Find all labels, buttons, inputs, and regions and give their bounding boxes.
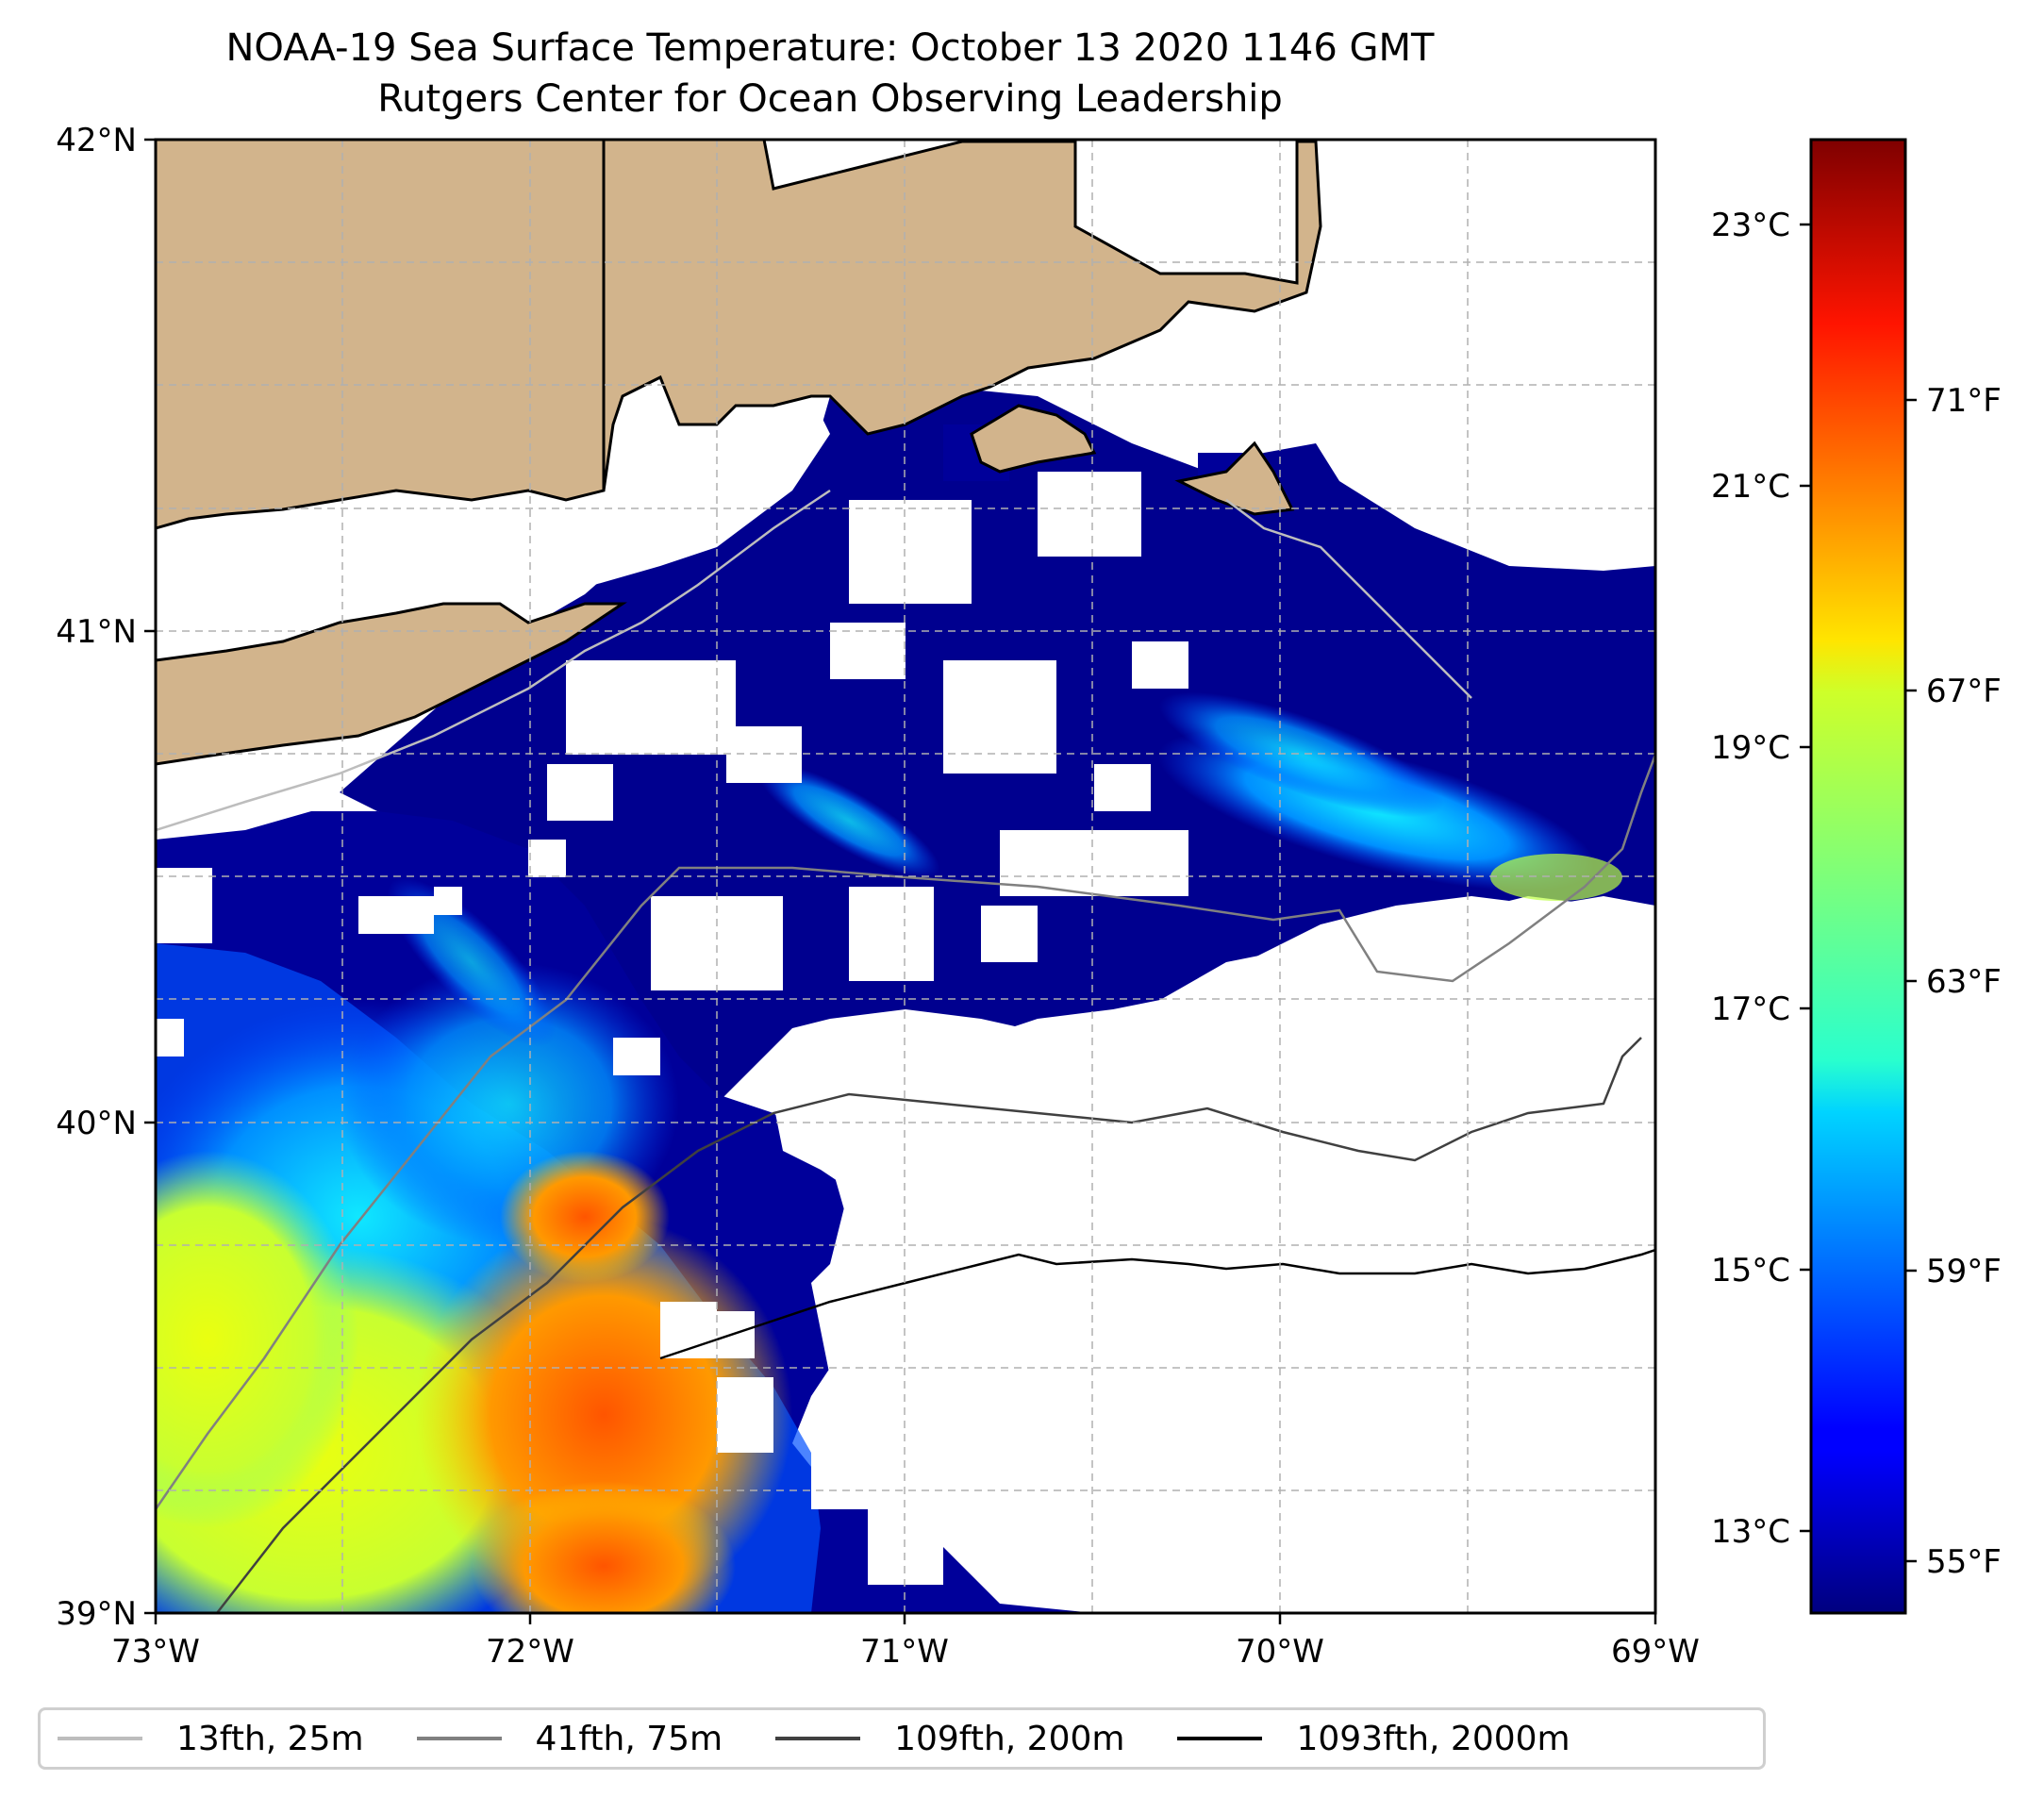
isobath-200m <box>216 1037 1642 1613</box>
lon-labels: 73°W 72°W 71°W 70°W 69°W <box>111 1633 1700 1671</box>
lon-tick-label: 70°W <box>1236 1633 1324 1671</box>
legend-label: 13fth, 25m <box>176 1719 364 1758</box>
isobaths <box>156 489 1655 1613</box>
celsius-tick-label: 21°C <box>1711 468 1790 506</box>
fahrenheit-tick-label: 55°F <box>1926 1543 2002 1581</box>
legend-item: 13fth, 25m <box>58 1720 364 1758</box>
isobath-25m <box>156 489 1472 832</box>
lat-tick-label: 40°N <box>56 1105 137 1142</box>
lon-tick-label: 73°W <box>111 1633 200 1671</box>
map-area <box>156 140 1655 1613</box>
isobath-75m <box>156 754 1655 1510</box>
lon-tick-label: 71°W <box>860 1633 949 1671</box>
legend-label: 1093fth, 2000m <box>1296 1719 1570 1758</box>
figure-title: NOAA-19 Sea Surface Temperature: October… <box>225 26 1435 70</box>
lat-tick-label: 42°N <box>56 122 137 159</box>
celsius-tick-label: 17°C <box>1711 990 1790 1028</box>
colorbar-gradient <box>1809 138 1907 1615</box>
celsius-tick-label: 13°C <box>1711 1513 1790 1551</box>
lon-tick-label: 69°W <box>1611 1633 1700 1671</box>
colorbar: 23°C 21°C 19°C 17°C 15°C 13°C 71°F 67°F … <box>1711 138 2002 1615</box>
legend-swatch <box>775 1737 861 1740</box>
legend-item: 41fth, 75m <box>416 1719 723 1758</box>
legend-swatch <box>58 1737 142 1740</box>
fahrenheit-tick-label: 71°F <box>1926 382 2002 420</box>
sst-raster <box>156 387 1655 1613</box>
lat-tick-label: 41°N <box>56 613 137 651</box>
celsius-tick-label: 19°C <box>1711 729 1790 767</box>
axis-ticks <box>144 138 1657 1624</box>
fahrenheit-tick-label: 67°F <box>1926 673 2002 710</box>
lon-tick-label: 72°W <box>486 1633 574 1671</box>
legend-label: 109fth, 200m <box>894 1719 1125 1758</box>
lat-tick-label: 39°N <box>56 1595 137 1633</box>
fahrenheit-tick-label: 59°F <box>1926 1253 2002 1290</box>
isobath-2000m <box>659 1248 1655 1360</box>
land <box>156 140 1322 766</box>
fahrenheit-tick-label: 63°F <box>1926 963 2002 1001</box>
legend-swatch <box>1177 1737 1263 1740</box>
legend-item: 109fth, 200m <box>775 1720 1124 1758</box>
legend-item: 1093fth, 2000m <box>1177 1720 1570 1758</box>
legend-label: 41fth, 75m <box>535 1719 723 1758</box>
celsius-tick-label: 15°C <box>1711 1252 1790 1290</box>
isobath-legend: 13fth, 25m 41fth, 75m 109fth, 200m 1093f… <box>38 1707 1766 1770</box>
lat-labels: 42°N 41°N 40°N 39°N <box>56 122 137 1633</box>
legend-swatch <box>416 1737 502 1740</box>
figure-subtitle: Rutgers Center for Ocean Observing Leade… <box>377 77 1283 121</box>
celsius-tick-label: 23°C <box>1711 207 1790 244</box>
